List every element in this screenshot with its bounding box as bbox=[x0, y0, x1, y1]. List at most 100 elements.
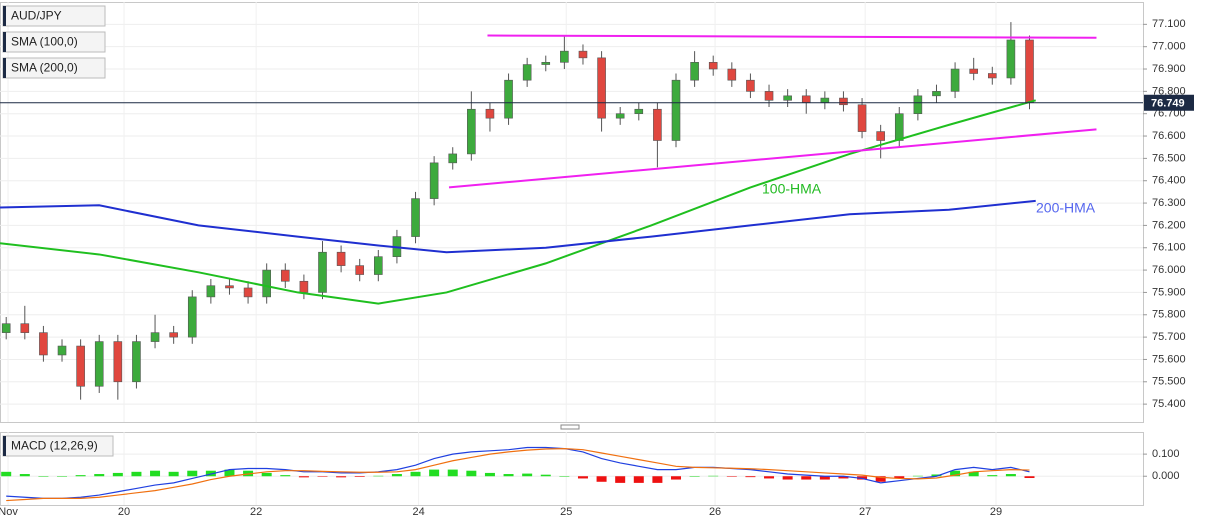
last-price-label: 76.749 bbox=[1151, 98, 1185, 110]
x-tick-label: 29 bbox=[990, 506, 1002, 518]
histogram-bar bbox=[540, 474, 551, 477]
legend-swatch bbox=[3, 6, 6, 26]
histogram-bar bbox=[633, 476, 644, 483]
candle-body bbox=[39, 332, 48, 356]
histogram-bar bbox=[912, 475, 923, 477]
legend-label: AUD/JPY bbox=[11, 9, 62, 23]
candle-body bbox=[243, 287, 253, 298]
histogram-bar bbox=[950, 470, 961, 477]
y-tick-label: 0.000 bbox=[1152, 470, 1180, 482]
histogram-bar bbox=[522, 473, 533, 477]
legend-swatch bbox=[3, 58, 6, 78]
histogram-bar bbox=[317, 476, 328, 477]
histogram-bar bbox=[801, 476, 812, 480]
candle-body bbox=[225, 285, 234, 289]
last-price-box bbox=[1144, 94, 1194, 111]
y-tick-label: 75.900 bbox=[1152, 286, 1186, 298]
histogram-bar bbox=[968, 471, 979, 477]
histogram-bar bbox=[708, 475, 719, 477]
candle-body bbox=[1, 323, 11, 333]
candle-body bbox=[355, 265, 365, 275]
candle-body bbox=[20, 323, 30, 333]
candle-body bbox=[783, 95, 792, 101]
histogram-bar bbox=[391, 474, 402, 477]
panel-frame bbox=[0, 432, 1144, 506]
histogram-bar bbox=[745, 476, 756, 478]
histogram-bar bbox=[57, 476, 68, 477]
histogram-bar bbox=[75, 475, 86, 477]
candle-body bbox=[411, 198, 420, 237]
x-tick-label: 22 bbox=[250, 506, 262, 518]
y-tick-label: 76.600 bbox=[1152, 130, 1186, 142]
histogram-bar bbox=[689, 476, 700, 477]
histogram-bar bbox=[336, 476, 347, 478]
x-tick-label: 26 bbox=[709, 506, 721, 518]
histogram-bar bbox=[559, 476, 570, 477]
histogram-bar bbox=[112, 472, 123, 477]
candle-body bbox=[597, 57, 606, 119]
candle-body bbox=[801, 95, 811, 103]
histogram-bar bbox=[466, 470, 477, 477]
candle-body bbox=[429, 162, 439, 199]
candle-body bbox=[448, 153, 458, 164]
histogram-bar bbox=[764, 476, 775, 479]
y-tick-label: 75.400 bbox=[1152, 398, 1186, 410]
histogram-bar bbox=[38, 476, 49, 477]
panel-frame bbox=[0, 2, 1144, 423]
candle-body bbox=[299, 280, 309, 293]
x-tick-label: 24 bbox=[412, 506, 424, 518]
histogram-bar bbox=[298, 476, 309, 478]
last-price-tag: 76.749 bbox=[1144, 94, 1194, 111]
y-tick-label: 75.600 bbox=[1152, 353, 1186, 365]
histogram-bar bbox=[187, 470, 198, 477]
histogram-bar bbox=[94, 474, 105, 477]
x-tick-label: 27 bbox=[859, 506, 871, 518]
y-tick-label: 77.000 bbox=[1152, 41, 1186, 53]
candle-body bbox=[169, 332, 178, 338]
candle-body bbox=[522, 64, 532, 81]
candle-body bbox=[932, 91, 941, 97]
trend-line bbox=[487, 34, 1097, 39]
x-tick-label: Nov bbox=[0, 506, 18, 518]
y-tick-label: 76.100 bbox=[1152, 242, 1186, 254]
candle-body bbox=[615, 113, 625, 119]
histogram-bar bbox=[819, 476, 830, 480]
x-tick-label: 20 bbox=[118, 506, 130, 518]
candle-body bbox=[504, 79, 513, 119]
candle-body bbox=[206, 285, 216, 298]
histogram-bar bbox=[373, 475, 384, 477]
y-tick-label: 76.800 bbox=[1152, 85, 1186, 97]
candle-body bbox=[671, 79, 681, 141]
histogram-bar bbox=[596, 476, 607, 482]
histogram-bar bbox=[224, 469, 235, 477]
candle-body bbox=[280, 269, 290, 282]
candle-body bbox=[187, 296, 197, 338]
candle-body bbox=[634, 108, 644, 115]
candle-body bbox=[336, 251, 346, 266]
signal-line bbox=[6, 447, 1030, 502]
histogram-bar bbox=[19, 474, 30, 477]
candle-body bbox=[57, 345, 67, 356]
histogram-bar bbox=[1005, 474, 1016, 477]
x-tick-label: 25 bbox=[560, 506, 572, 518]
candle-body bbox=[262, 269, 271, 298]
histogram-bar bbox=[894, 476, 905, 479]
histogram-bar bbox=[447, 469, 458, 477]
y-tick-label: 75.700 bbox=[1152, 331, 1186, 343]
histogram-bar bbox=[280, 475, 291, 477]
legend-swatch bbox=[3, 32, 6, 52]
y-tick-label: 76.500 bbox=[1152, 152, 1186, 164]
histogram-bar bbox=[410, 471, 421, 477]
candle-body bbox=[94, 341, 104, 387]
macd-line bbox=[6, 446, 1030, 499]
candle-body bbox=[1025, 39, 1034, 103]
candle-body bbox=[764, 91, 774, 101]
candle-body bbox=[467, 108, 476, 155]
histogram-bar bbox=[131, 471, 142, 477]
candle-body bbox=[894, 113, 904, 141]
histogram-bar bbox=[503, 474, 514, 477]
y-tick-label: 77.100 bbox=[1152, 18, 1186, 30]
trend-line bbox=[448, 128, 1097, 189]
histogram-bar bbox=[838, 476, 849, 479]
